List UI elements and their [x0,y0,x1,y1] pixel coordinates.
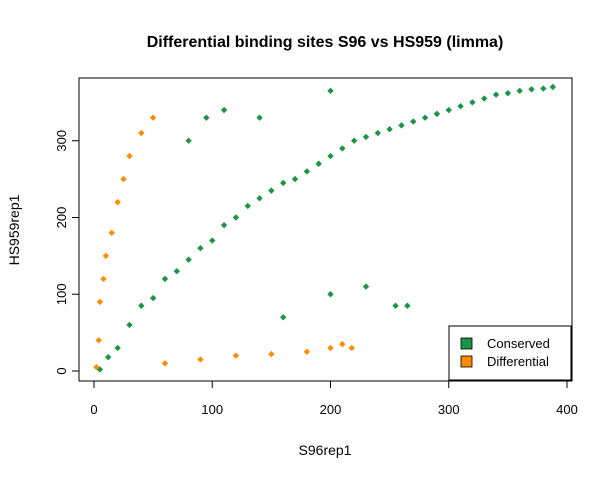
data-point [549,83,557,91]
data-point [185,137,192,144]
data-point [220,221,228,229]
data-point [339,340,346,348]
data-point [149,294,157,302]
data-point [232,352,240,359]
data-point [433,110,441,118]
data-point [404,302,411,309]
data-point [108,229,115,237]
data-point [197,244,204,252]
data-point [138,302,145,309]
data-point [362,133,370,141]
legend: Conserved Differential [448,325,572,381]
legend-swatch [460,355,473,368]
data-point [504,89,512,97]
y-tick-label: 200 [54,207,69,229]
data-point [303,168,311,175]
data-point [100,275,107,283]
data-point [203,114,210,121]
data-point [280,179,287,187]
data-point [315,160,322,167]
data-point [348,344,355,352]
series-differential [93,114,355,371]
data-point [96,298,104,306]
data-point [291,175,299,183]
data-point [120,175,127,183]
data-points [93,83,557,373]
data-point [197,356,204,363]
data-point [445,106,452,114]
data-point [95,337,102,344]
legend-label: Conserved [487,336,550,351]
data-point [220,106,228,114]
data-point [114,198,121,206]
data-point [374,129,381,137]
y-axis-label: HS959rep1 [6,194,22,265]
data-point [138,129,145,137]
data-point [327,344,334,352]
data-point [350,137,358,144]
data-point [386,126,393,133]
data-point [161,275,169,283]
data-point [114,344,121,352]
data-point [256,114,263,121]
data-point [256,195,263,202]
data-point [126,321,133,329]
x-tick-label: 400 [556,402,578,417]
chart-title: Differential binding sites S96 vs HS959 … [147,34,504,51]
x-tick-label: 300 [438,402,460,417]
data-point [268,187,275,194]
data-point [185,256,192,263]
data-point [339,145,346,152]
y-tick-label: 0 [54,367,69,374]
data-point [327,87,334,95]
x-tick-label: 100 [201,402,223,417]
data-point [161,360,169,367]
data-point [126,152,133,160]
x-tick-label: 0 [90,402,97,417]
y-axis: 0 100 200 300 [54,130,80,375]
data-point [421,114,429,121]
y-tick-label: 300 [54,130,69,152]
legend-swatch [460,337,473,350]
data-point [362,283,370,290]
data-point [528,86,535,93]
y-tick-label: 100 [54,283,69,305]
data-point [516,87,523,95]
data-point [244,202,251,210]
data-point [93,363,100,371]
series-conserved [96,83,557,373]
data-point [104,353,112,361]
data-point [303,348,311,356]
data-point [232,214,240,221]
x-tick-label: 200 [320,402,342,417]
data-point [481,95,488,102]
data-point [149,114,157,121]
data-point [209,237,216,244]
data-point [492,91,500,98]
data-point [173,268,180,275]
legend-box [448,325,572,381]
legend-label: Differential [487,354,549,369]
data-point [398,122,405,129]
data-point [327,152,334,160]
data-point [102,252,110,260]
data-point [410,118,417,125]
data-point [327,291,334,298]
x-axis-label: S96rep1 [299,442,352,458]
data-point [469,99,476,106]
data-point [268,350,275,358]
x-axis: 0 100 200 300 400 [90,380,578,417]
data-point [392,302,399,309]
data-point [280,314,287,321]
data-point [457,102,464,110]
data-point [540,85,547,92]
